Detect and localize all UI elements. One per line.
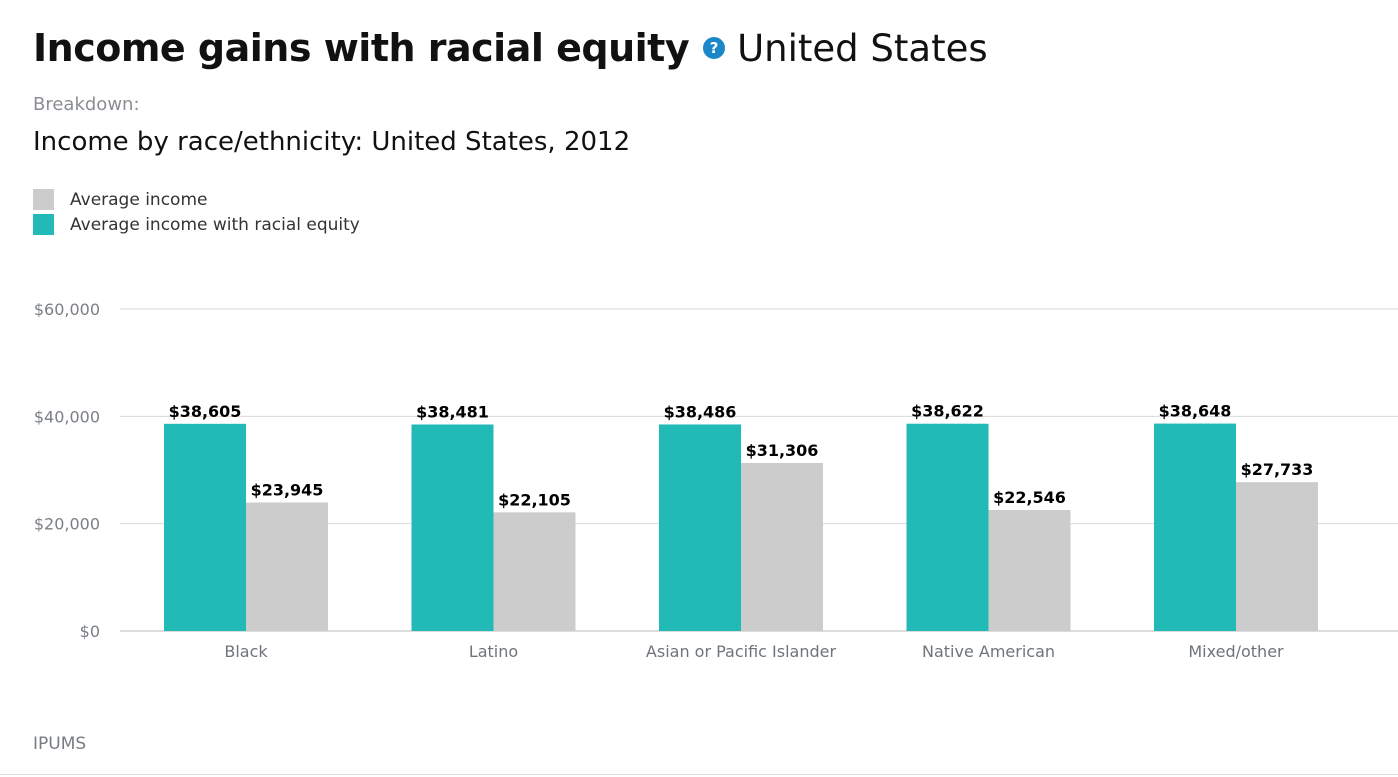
data-label: $38,605 [169, 402, 242, 421]
bar-average-income [988, 510, 1071, 631]
bar-average-income [493, 512, 576, 631]
bar-racial-equity [411, 424, 494, 631]
x-tick-label: Native American [922, 642, 1055, 661]
data-label: $38,648 [1159, 402, 1232, 421]
y-tick-label: $40,000 [34, 407, 100, 426]
legend-item-racial-equity: Average income with racial equity [33, 212, 360, 237]
x-tick-label: Black [224, 642, 268, 661]
data-label: $38,622 [911, 402, 984, 421]
bar-chart: $0 $20,000 $40,000 $60,000 $38,605 $23,945 Bla… [34, 300, 1398, 661]
help-icon[interactable]: ? [703, 37, 726, 59]
legend-swatch-racial-equity [33, 214, 54, 235]
legend-label: Average income [70, 189, 208, 210]
chart-subtitle: Income by race/ethnicity: United States,… [33, 127, 631, 157]
legend-label: Average income with racial equity [70, 214, 360, 235]
legend-item-average-income: Average income [33, 187, 360, 212]
data-label: $22,105 [498, 490, 571, 509]
data-label: $31,306 [746, 441, 819, 460]
source-label: IPUMS [33, 734, 87, 754]
y-tick-label: $60,000 [34, 300, 100, 319]
data-label: $27,733 [1241, 460, 1314, 479]
bottom-divider [0, 774, 1398, 775]
title-row: Income gains with racial equity ? United… [33, 22, 988, 74]
bar-racial-equity [659, 424, 741, 631]
x-tick-label: Asian or Pacific Islander [646, 642, 837, 661]
chart-title: Income gains with racial equity [33, 26, 690, 70]
x-tick-label: Mixed/other [1188, 642, 1284, 661]
data-label: $23,945 [251, 480, 324, 499]
bar-average-income [1236, 482, 1318, 631]
y-tick-label: $0 [80, 622, 100, 641]
x-tick-label: Latino [469, 642, 518, 661]
data-label: $22,546 [993, 488, 1066, 507]
legend-swatch-average-income [33, 189, 54, 210]
bar-racial-equity [906, 423, 989, 631]
data-label: $38,481 [416, 402, 489, 421]
bar-average-income [246, 502, 328, 631]
y-tick-label: $20,000 [34, 515, 100, 534]
bar-racial-equity [1154, 423, 1236, 631]
legend: Average income Average income with racia… [33, 187, 360, 237]
location-title: United States [737, 26, 988, 70]
bar-racial-equity [164, 423, 246, 631]
bar-average-income [741, 462, 823, 631]
data-label: $38,486 [664, 402, 737, 421]
breakdown-label: Breakdown: [33, 94, 140, 115]
